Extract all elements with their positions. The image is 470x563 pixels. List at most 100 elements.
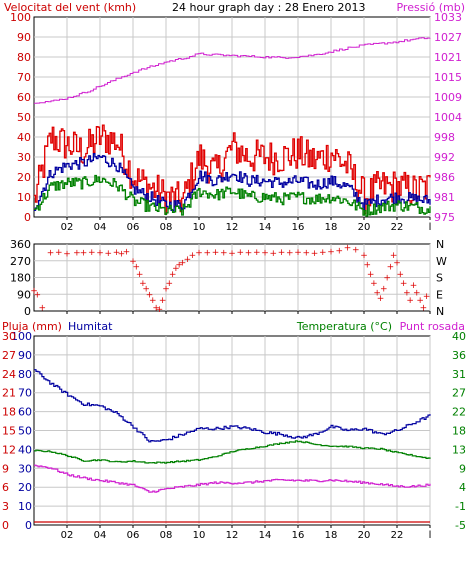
- direction-point: +: [269, 249, 277, 259]
- temperature-y-tick-label: -1: [455, 500, 466, 513]
- direction-point: +: [367, 270, 375, 280]
- direction-point: +: [34, 290, 42, 300]
- humidity-y-tick-label: 70: [18, 387, 32, 400]
- direction-point: +: [327, 247, 335, 257]
- humidity-y-tick-label: 30: [18, 462, 32, 475]
- direction-y-tick-label: 360: [10, 238, 31, 251]
- direction-point: +: [73, 248, 81, 258]
- direction-y-tick-label: 180: [10, 272, 31, 285]
- direction-point: +: [189, 251, 197, 261]
- climate-x-tick-label: 18: [325, 530, 338, 541]
- direction-point: +: [212, 248, 220, 258]
- direction-y-tick-label: 90: [17, 288, 31, 301]
- rain-y-tick-label: 24: [2, 368, 16, 381]
- direction-point: +: [383, 274, 391, 284]
- temperature-y-tick-label: 13: [452, 443, 466, 456]
- direction-point: +: [156, 305, 164, 315]
- direction-point: +: [302, 248, 310, 258]
- wind-x-tick-label: 04: [94, 222, 107, 233]
- direction-point: +: [364, 260, 372, 270]
- climate-x-tick-label: 22: [391, 530, 404, 541]
- direction-point: +: [142, 285, 150, 295]
- pressure-y-tick-label: 1009: [434, 91, 462, 104]
- direction-point: +: [373, 288, 381, 298]
- wind-x-tick-label: 18: [325, 222, 338, 233]
- direction-point: +: [352, 246, 360, 256]
- direction-point: +: [47, 248, 55, 258]
- direction-point: +: [370, 279, 378, 289]
- direction-point: +: [96, 248, 104, 258]
- wind-x-tick-label: 14: [259, 222, 272, 233]
- direction-point: +: [286, 248, 294, 258]
- rain-y-tick-label: 30: [2, 330, 16, 343]
- direction-point: +: [245, 248, 253, 258]
- direction-point: +: [133, 262, 141, 272]
- wind-x-tick-label: 20: [358, 222, 371, 233]
- climate-x-tick-label: 12: [226, 530, 239, 541]
- direction-point: +: [416, 296, 424, 306]
- rain-y-tick-label: 21: [2, 387, 16, 400]
- rain-y-tick-label: 18: [2, 406, 16, 419]
- pressure-y-tick-label: 998: [434, 131, 455, 144]
- pressure-y-tick-label: 992: [434, 151, 455, 164]
- direction-point: +: [149, 296, 157, 306]
- chart-title: 24 hour graph day : 28 Enero 2013: [172, 1, 366, 14]
- climate-series-punt: [34, 464, 431, 493]
- rain-y-tick-label: 3: [2, 500, 9, 513]
- direction-point: +: [136, 270, 144, 280]
- rain-y-tick-label: 12: [2, 443, 16, 456]
- direction-point: +: [104, 249, 112, 259]
- direction-point: +: [203, 248, 211, 258]
- wind-y-tick-label: 100: [10, 11, 31, 24]
- pressure-y-tick-label: 986: [434, 171, 455, 184]
- direction-point: +: [406, 296, 414, 306]
- rain-y-tick-label: 0: [2, 519, 9, 532]
- temperature-y-tick-label: 9: [459, 462, 466, 475]
- direction-point: +: [253, 248, 261, 258]
- direction-point: +: [166, 279, 174, 289]
- humidity-y-tick-label: 100: [11, 330, 32, 343]
- climate-x-tick-label: l: [429, 530, 432, 541]
- direction-point: +: [88, 248, 96, 258]
- climate-x-tick-label: 02: [61, 530, 74, 541]
- climate-series-temperatura: [34, 440, 431, 464]
- direction-point: +: [319, 248, 327, 258]
- direction-point: +: [380, 285, 388, 295]
- pressure-y-tick-label: 1021: [434, 51, 462, 64]
- climate-x-tick-label: 20: [358, 530, 371, 541]
- direction-point: +: [30, 287, 38, 297]
- direction-point: +: [413, 288, 421, 298]
- climate-series-humitat: [34, 369, 431, 443]
- direction-point: +: [400, 279, 408, 289]
- direction-point: +: [278, 248, 286, 258]
- humidity-y-tick-label: 50: [18, 425, 32, 438]
- direction-point: +: [390, 251, 398, 261]
- wind-series-mean: [34, 153, 431, 212]
- direction-point: +: [175, 260, 183, 270]
- wind-y-tick-label: 90: [17, 31, 31, 44]
- direction-point: +: [146, 290, 154, 300]
- pressure-y-tick-label: 1027: [434, 31, 462, 44]
- direction-compass-label: N: [436, 238, 444, 251]
- humidity-y-tick-label: 60: [18, 406, 32, 419]
- climate-x-tick-label: 08: [160, 530, 173, 541]
- humidity-y-tick-label: 0: [25, 519, 32, 532]
- direction-point: +: [410, 281, 418, 291]
- pressure-y-tick-label: 1033: [434, 11, 462, 24]
- temperature-y-tick-label: 40: [452, 330, 466, 343]
- temperature-y-tick-label: -5: [455, 519, 466, 532]
- wind-series-min: [34, 174, 431, 217]
- direction-point: +: [63, 249, 71, 259]
- wind-series-pressure: [34, 37, 431, 104]
- wind-y-tick-label: 40: [17, 131, 31, 144]
- direction-point: +: [393, 259, 401, 269]
- climate-x-tick-label: 06: [127, 530, 140, 541]
- humidity-legend-label: Humitat: [68, 320, 113, 333]
- climate-x-tick-label: 10: [193, 530, 206, 541]
- climate-x-tick-label: 04: [94, 530, 107, 541]
- wind-x-tick-label: l: [429, 222, 432, 233]
- direction-point: +: [360, 251, 368, 261]
- direction-point: +: [55, 248, 63, 258]
- humidity-y-tick-label: 90: [18, 349, 32, 362]
- direction-point: +: [195, 248, 203, 258]
